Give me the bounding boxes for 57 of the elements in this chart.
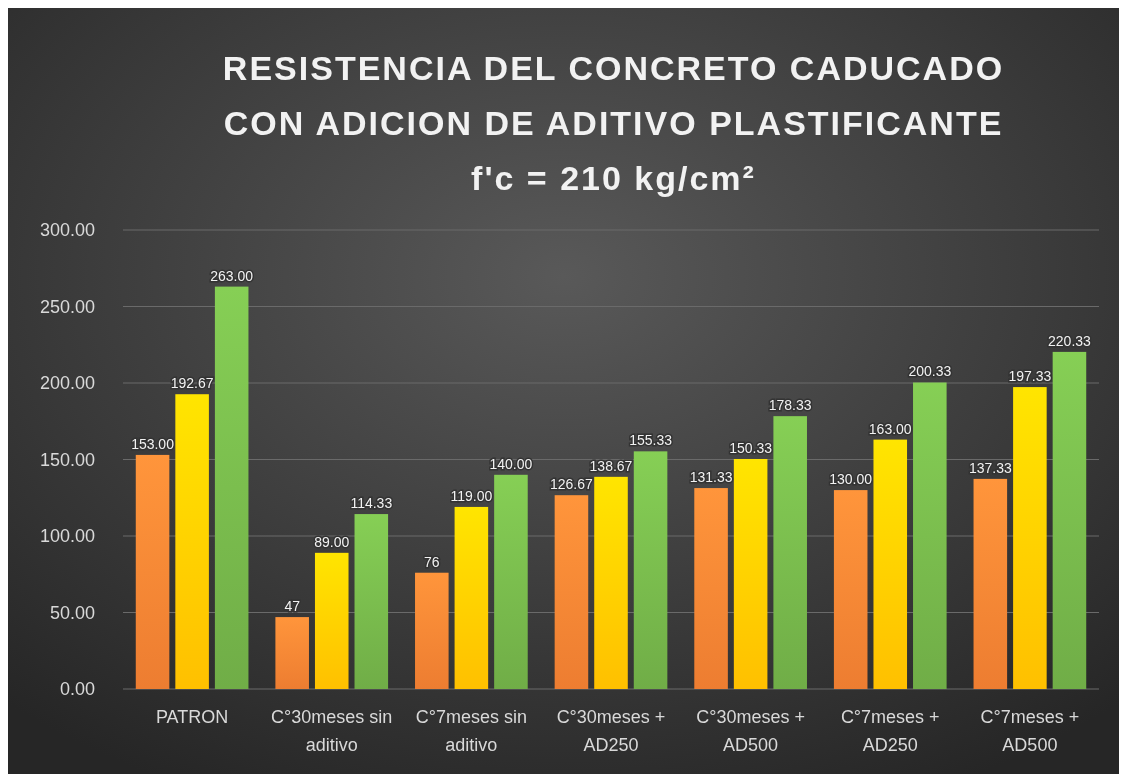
data-label: 119.00 [450,487,493,504]
bar [454,506,489,689]
bar [494,474,528,689]
data-label: 200.33 [908,363,952,380]
data-label: 155.33 [629,432,673,449]
bar [694,488,728,689]
bar [314,552,349,689]
y-tick-label: 50.00 [49,602,95,623]
x-tick-label: C°7meses + AD500 [980,707,1080,755]
data-label: 76 [424,553,440,570]
data-label: 130.00 [829,471,873,488]
y-tick-label: 250.00 [39,296,95,317]
x-tick-label: C°30meses + AD250 [556,707,666,755]
bar [554,495,589,689]
chart-title: RESISTENCIA DEL CONCRETO CADUCADO CON ADICION DE ADITIVO PLASTIFICANTE f'c = 210 kg/cm² [222,49,1005,197]
bar [633,451,668,689]
bar [415,572,449,689]
data-label: 197.33 [1008,368,1052,385]
data-label: 192.67 [170,375,214,392]
bar [973,478,1008,689]
bar [1013,387,1047,689]
data-label: 126.67 [550,476,594,493]
bar [733,459,768,689]
data-label: 153.00 [131,435,175,452]
data-label: 138.67 [589,457,633,474]
bar [873,439,908,689]
bar [354,514,389,689]
data-label: 220.33 [1048,332,1092,349]
bar [773,416,807,689]
y-tick-label: 200.00 [39,373,95,393]
x-tick-label: C°30meses sin aditivo [271,707,393,755]
bar [1052,351,1087,689]
y-tick-label: 300.00 [39,220,95,240]
data-label: 140.00 [489,455,533,472]
data-label: 47 [284,598,301,615]
x-tick-label: C°7meses + AD250 [840,707,940,755]
bar [594,476,628,689]
bar [913,382,947,689]
bar [833,490,868,689]
data-label: 137.33 [968,459,1012,476]
data-label: 131.33 [689,469,733,486]
bar [275,617,309,689]
data-label: 114.33 [350,495,393,512]
data-label: 89.00 [314,533,350,550]
y-tick-label: 100.00 [39,526,95,546]
y-tick-label: 0.00 [59,679,95,699]
data-label: 263.00 [210,267,254,284]
x-tick-label: C°30meses + AD500 [696,707,805,755]
bar [175,394,209,689]
data-label: 163.00 [868,420,912,437]
x-tick-label: C°7meses sin aditivo [415,707,527,755]
y-tick-label: 150.00 [39,449,95,470]
bar [135,454,170,689]
data-label: 150.33 [729,440,773,456]
x-tick-label: PATRON [155,707,229,727]
data-label: 178.33 [768,397,812,414]
bar [214,286,249,689]
